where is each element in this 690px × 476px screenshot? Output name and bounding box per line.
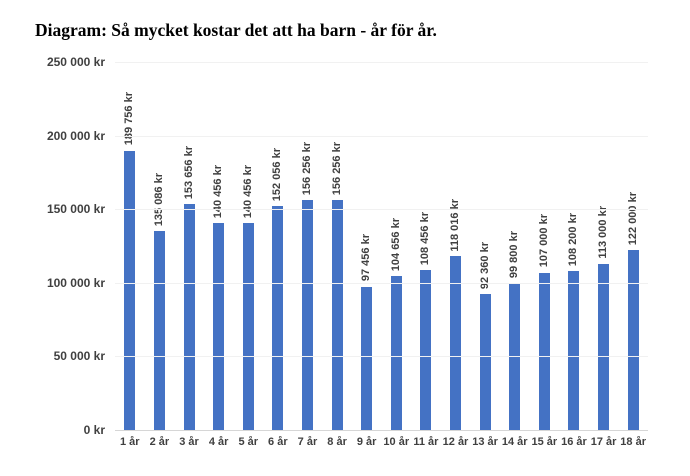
bar <box>213 223 225 430</box>
x-axis-tick-label: 13 år <box>472 436 498 448</box>
bar <box>301 200 313 430</box>
x-axis-tick-label: 18 år <box>620 436 647 448</box>
x-axis-tick-label: 4 år <box>208 436 229 448</box>
gridline <box>115 62 648 63</box>
bar-column: 104 656 kr 10 år <box>381 62 411 448</box>
bar-value-label: 140 456 kr <box>241 165 254 219</box>
bar <box>390 275 402 430</box>
bar-column: 153 656 kr 3 år <box>174 62 204 448</box>
chart-title: Diagram: Så mycket kostar det att ha bar… <box>35 20 437 40</box>
x-axis-tick-label: 17 år <box>590 436 617 448</box>
bar-value-label: 122 000 kr <box>626 192 639 246</box>
bar-value-label: 99 800 kr <box>508 231 521 279</box>
y-axis-tick-label: 150 000 kr <box>46 202 105 217</box>
gridline <box>115 282 648 284</box>
x-axis-tick-label: 2 år <box>149 436 170 448</box>
x-axis-tick-label: 16 år <box>561 436 587 448</box>
x-axis-tick-label: 7 år <box>297 436 318 448</box>
x-axis-tick-label: 5 år <box>238 436 259 448</box>
x-axis-tick-label: 14 år <box>501 436 528 448</box>
bar <box>479 294 491 430</box>
bar-value-label: 152 056 kr <box>271 147 284 202</box>
bar-column: 107 000 kr 15 år <box>530 62 560 448</box>
x-axis-tick-label: 11 år <box>413 436 439 448</box>
x-axis-tick-label: 9 år <box>356 436 377 448</box>
bar-value-label: 108 200 kr <box>567 212 580 266</box>
bar-value-label: 108 456 kr <box>419 212 432 266</box>
bar-column: 108 456 kr 11 år <box>411 62 441 448</box>
bar-value-label: 107 000 kr <box>537 214 550 268</box>
bar <box>361 286 373 430</box>
bar-column: 156 256 kr 8 år <box>322 62 352 448</box>
bar-column: 118 016 kr 12 år <box>441 62 471 448</box>
bar-column: 140 456 kr 4 år <box>204 62 234 448</box>
y-axis-tick-label: 0 kr <box>83 423 105 437</box>
bar <box>272 206 284 430</box>
bar-column: 140 456 kr 5 år <box>233 62 263 448</box>
plot-area: 189 756 kr 1 år 135 086 kr 2 år 153 656 kr 3 … <box>115 62 648 448</box>
x-axis-tick-label: 8 år <box>327 436 347 448</box>
bar-column: 152 056 kr 6 år <box>263 62 293 448</box>
bar-column: 108 200 kr 16 år <box>559 62 589 448</box>
bar-value-label: 113 000 kr <box>597 206 610 259</box>
bar-value-label: 189 756 kr <box>123 92 136 146</box>
bar-column: 99 800 kr 14 år <box>500 62 530 448</box>
y-axis-tick-label: 50 000 kr <box>53 349 105 364</box>
bar <box>568 270 580 430</box>
bar-value-label: 118 016 kr <box>449 198 461 252</box>
bar <box>450 256 461 430</box>
bar-column: 97 456 kr 9 år <box>352 62 382 448</box>
y-axis-tick-label: 100 000 kr <box>46 275 105 290</box>
x-axis-line <box>115 430 648 431</box>
bar-column: 135 086 kr 2 år <box>145 62 175 448</box>
x-axis-tick-label: 3 år <box>179 436 199 448</box>
bar <box>331 200 343 430</box>
bar <box>538 272 550 430</box>
bar-columns: 189 756 kr 1 år 135 086 kr 2 år 153 656 kr 3 … <box>115 62 648 448</box>
x-axis-tick-label: 1 år <box>120 436 140 448</box>
gridline <box>115 356 648 358</box>
bar-value-label: 104 656 kr <box>389 217 402 271</box>
x-axis-tick-label: 10 år <box>383 436 410 448</box>
bar-value-label: 153 656 kr <box>182 145 195 199</box>
y-axis-tick-label: 200 000 kr <box>46 128 105 143</box>
bar <box>242 223 254 430</box>
bar-column: 92 360 kr 13 år <box>470 62 500 448</box>
gridline <box>115 135 648 137</box>
bar-value-label: 156 256 kr <box>300 141 313 195</box>
bar-column: 113 000 kr 17 år <box>589 62 619 448</box>
bar-value-label: 140 456 kr <box>212 165 225 219</box>
bar-column: 122 000 kr 18 år <box>618 62 648 448</box>
bar <box>153 231 165 430</box>
x-axis-tick-label: 15 år <box>531 436 558 448</box>
bar <box>183 203 195 430</box>
gridline <box>115 209 648 211</box>
bar-value-label: 135 086 kr <box>152 172 165 227</box>
bar-column: 156 256 kr 7 år <box>293 62 323 448</box>
x-axis-tick-label: 6 år <box>268 436 288 448</box>
bar <box>627 250 639 430</box>
bar <box>124 150 136 430</box>
x-axis-tick-label: 12 år <box>442 436 469 448</box>
bar-value-label: 97 456 kr <box>360 234 373 282</box>
bar <box>598 263 610 430</box>
y-axis-tick-label: 250 000 kr <box>46 55 105 69</box>
bar-column: 189 756 kr 1 år <box>115 62 145 448</box>
bar-value-label: 156 256 kr <box>330 141 343 195</box>
bar <box>420 270 432 430</box>
